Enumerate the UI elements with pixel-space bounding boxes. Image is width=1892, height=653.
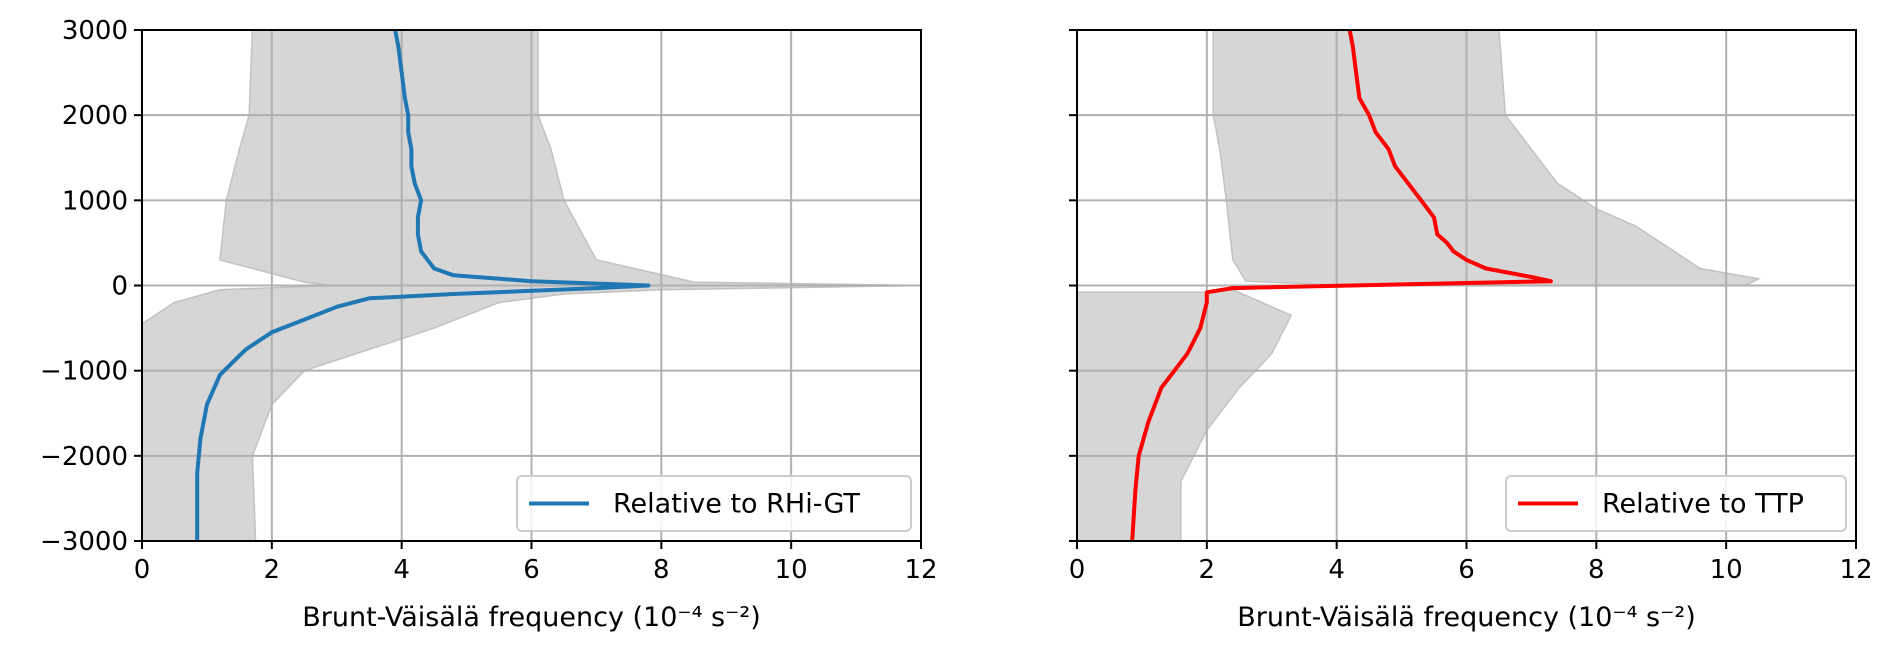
x-tick-label: 10 <box>1710 555 1743 585</box>
y-tick-label: 0 <box>111 272 128 302</box>
y-tick-label: 2000 <box>62 101 128 131</box>
legend-label: Relative to TTP <box>1602 489 1804 520</box>
series-line <box>1130 30 1553 541</box>
x-tick-label: 2 <box>264 555 281 585</box>
legend: Relative to RHi-GT <box>516 475 912 532</box>
series-line <box>195 30 651 541</box>
chart-panel-1: 0 2 4 6 8 10 12 −3000 −2000 −1000 0 1000 2000 3000 Bru… <box>40 16 938 633</box>
x-tick-label: 8 <box>653 555 670 585</box>
spread-band <box>1212 30 1761 287</box>
legend-label: Relative to RHi-GT <box>613 489 860 520</box>
x-tick-label: 12 <box>904 555 937 585</box>
chart-panel-2: 0 2 4 6 8 10 12 Brunt-Väisälä frequency (10⁻⁴ s… <box>1069 29 1873 633</box>
y-tick-label: 1000 <box>62 186 128 216</box>
legend-box <box>1505 475 1847 532</box>
x-tick-label: 12 <box>1839 555 1872 585</box>
y-tick-label: −3000 <box>40 527 128 557</box>
legend: Relative to TTP <box>1505 475 1847 532</box>
spread-band-lower <box>1077 289 1293 541</box>
x-tick-label: 0 <box>1069 555 1086 585</box>
y-tick-label: 3000 <box>62 16 128 46</box>
x-axis-label: Brunt-Väisälä frequency (10⁻⁴ s⁻²) <box>302 602 761 633</box>
x-tick-label: 0 <box>134 555 151 585</box>
y-tick-label: −1000 <box>40 357 128 387</box>
x-tick-label: 4 <box>393 555 410 585</box>
x-tick-label: 2 <box>1199 555 1216 585</box>
x-axis-label: Brunt-Väisälä frequency (10⁻⁴ s⁻²) <box>1237 602 1696 633</box>
x-tick-label: 10 <box>775 555 808 585</box>
y-tick-label: −2000 <box>40 442 128 472</box>
legend-box <box>516 475 912 532</box>
x-tick-label: 8 <box>1588 555 1605 585</box>
x-tick-label: 6 <box>1458 555 1475 585</box>
x-tick-label: 6 <box>523 555 540 585</box>
x-tick-label: 4 <box>1328 555 1345 585</box>
